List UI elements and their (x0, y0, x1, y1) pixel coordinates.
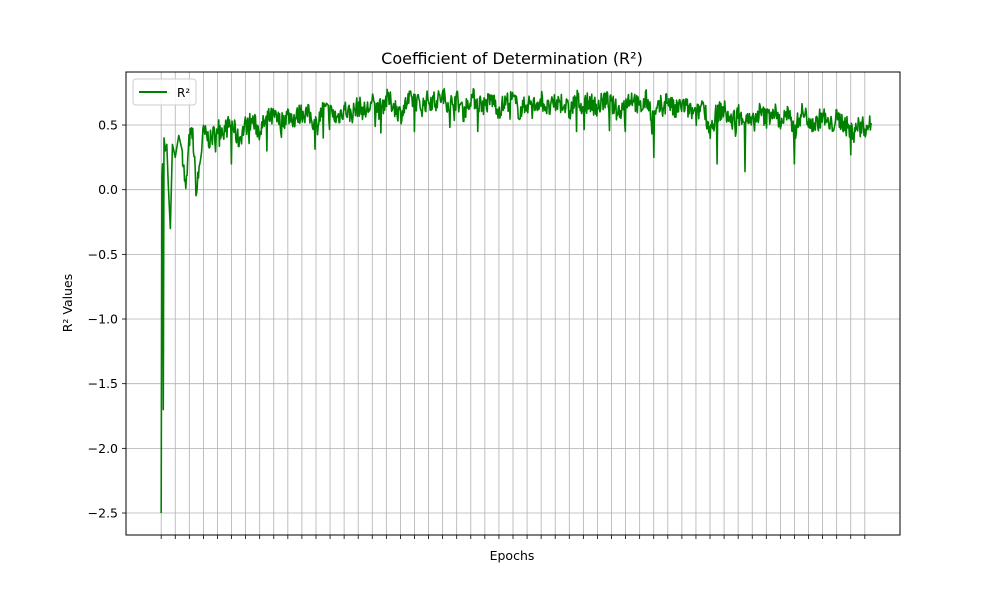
y-tick-label: −0.5 (88, 247, 118, 262)
series-line-r2 (160, 87, 873, 514)
grid-layer (126, 72, 900, 535)
chart-title: Coefficient of Determination (R²) (381, 49, 643, 68)
y-tick-label: 0.5 (98, 118, 118, 133)
y-tick-labels: 0.5 0.0 −0.5 −1.0 −1.5 −2.0 −2.5 (88, 118, 118, 521)
y-tick-label: −1.5 (88, 376, 118, 391)
y-tick-label: −1.0 (88, 312, 118, 327)
y-tick-label: −2.5 (88, 506, 118, 521)
x-axis-label: Epochs (490, 548, 535, 563)
legend: R² (132, 78, 197, 106)
y-tick-label: 0.0 (98, 182, 118, 197)
tick-layer (122, 124, 866, 539)
legend-label-r2: R² (177, 86, 190, 100)
y-axis-label: R² Values (60, 274, 75, 333)
axes-frame (125, 71, 901, 536)
y-tick-label: −2.0 (88, 441, 118, 456)
plot-area (160, 87, 873, 514)
